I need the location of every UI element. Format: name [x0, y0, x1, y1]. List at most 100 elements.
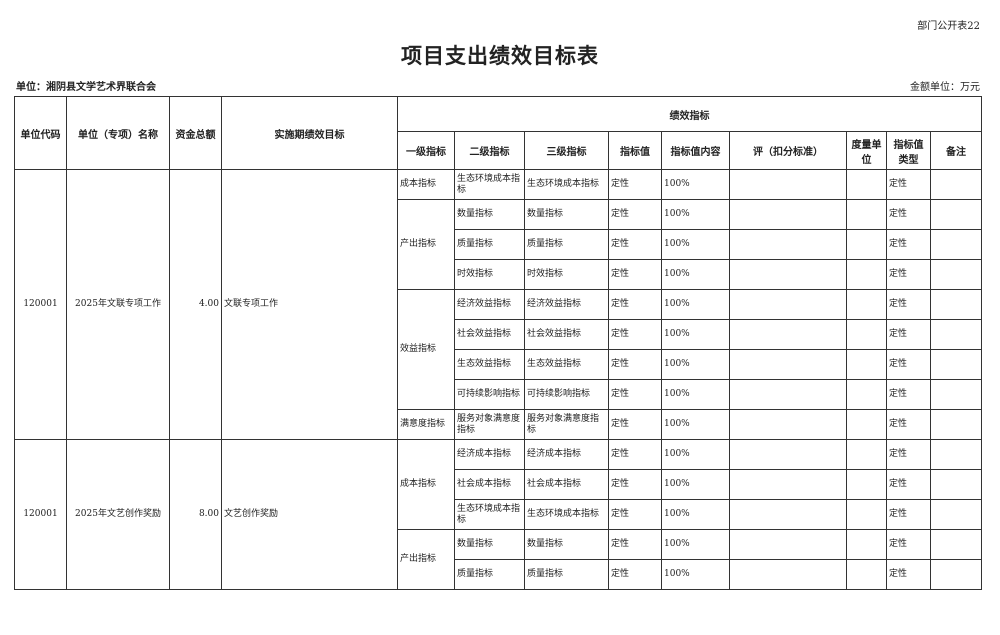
table-row: 120001 2025年文联专项工作 4.00 文联专项工作 成本指标 生态环境成本指标生…	[14, 169, 982, 440]
fund-total: 8.00	[169, 439, 222, 590]
table-row: 质量指标 质量指标 定性 100% 定性	[15, 229, 982, 260]
header-total: 资金总额	[169, 96, 222, 170]
scoring-criteria	[729, 259, 847, 290]
level2-indicator: 生态环境成本指标	[454, 499, 525, 530]
header-l1: 一级指标	[397, 131, 455, 170]
value-type: 定性	[886, 559, 931, 590]
value-type: 定性	[886, 319, 931, 350]
level3-indicator: 时效指标	[524, 259, 609, 290]
measure-unit	[846, 409, 887, 440]
level3-indicator: 生态环境成本指标	[524, 169, 609, 200]
scoring-criteria	[729, 169, 847, 200]
value-type: 定性	[886, 289, 931, 320]
indicator-value: 定性	[608, 319, 662, 350]
measure-unit	[846, 289, 887, 320]
level1-indicator: 成本指标	[397, 439, 455, 530]
header-vtype: 指标值类型	[886, 131, 931, 170]
project-name: 2025年文联专项工作	[66, 169, 170, 440]
project-name: 2025年文艺创作奖励	[66, 439, 170, 590]
measure-unit	[846, 439, 887, 470]
indicator-content: 100%	[661, 319, 730, 350]
measure-unit	[846, 559, 887, 590]
level3-indicator: 数量指标	[524, 199, 609, 230]
measure-unit	[846, 319, 887, 350]
indicator-value: 定性	[608, 199, 662, 230]
level2-indicator: 质量指标	[454, 559, 525, 590]
header-perf: 绩效指标	[397, 96, 982, 132]
header-measure: 度量单位	[846, 131, 887, 170]
table-row: 产出指标 数量指标 数量指标 定性 100% 定性	[15, 529, 982, 590]
unit-code: 120001	[14, 169, 67, 440]
indicator-value: 定性	[608, 229, 662, 260]
indicator-value: 定性	[608, 259, 662, 290]
measure-unit	[846, 379, 887, 410]
measure-unit	[846, 499, 887, 530]
remark	[930, 439, 982, 470]
table-row: 满意度指标 服务对象满意度指标 服务对象满意度指标 定性 100% 定性	[15, 409, 982, 440]
scoring-criteria	[729, 469, 847, 500]
form-number: 部门公开表22	[917, 21, 980, 32]
scoring-criteria	[729, 319, 847, 350]
value-type: 定性	[886, 349, 931, 380]
header-name: 单位（专项）名称	[66, 96, 170, 170]
remark	[930, 469, 982, 500]
table-row: 生态环境成本指标 生态环境成本指标 定性 100% 定性	[15, 499, 982, 530]
level3-indicator: 经济效益指标	[524, 289, 609, 320]
value-type: 定性	[886, 409, 931, 440]
header-note: 备注	[930, 131, 982, 170]
indicator-value: 定性	[608, 349, 662, 380]
value-type: 定性	[886, 529, 931, 560]
level2-indicator: 质量指标	[454, 229, 525, 260]
remark	[930, 529, 982, 560]
performance-goal: 文联专项工作	[221, 169, 398, 440]
remark	[930, 169, 982, 200]
indicator-content: 100%	[661, 379, 730, 410]
level2-indicator: 社会效益指标	[454, 319, 525, 350]
level3-indicator: 质量指标	[524, 229, 609, 260]
header-content: 指标值内容	[661, 131, 730, 170]
indicator-content: 100%	[661, 199, 730, 230]
level1-indicator: 满意度指标	[397, 409, 455, 440]
indicator-content: 100%	[661, 529, 730, 560]
indicator-value: 定性	[608, 169, 662, 200]
header-goal: 实施期绩效目标	[221, 96, 398, 170]
scoring-criteria	[729, 559, 847, 590]
level1-indicator: 效益指标	[397, 289, 455, 410]
level3-indicator: 社会成本指标	[524, 469, 609, 500]
indicator-value: 定性	[608, 559, 662, 590]
measure-unit	[846, 469, 887, 500]
indicator-value: 定性	[608, 529, 662, 560]
indicator-content: 100%	[661, 499, 730, 530]
scoring-criteria	[729, 229, 847, 260]
page-title: 项目支出绩效目标表	[401, 44, 599, 68]
level3-indicator: 社会效益指标	[524, 319, 609, 350]
level2-indicator: 时效指标	[454, 259, 525, 290]
value-type: 定性	[886, 229, 931, 260]
indicator-value: 定性	[608, 379, 662, 410]
value-type: 定性	[886, 439, 931, 470]
indicator-content: 100%	[661, 439, 730, 470]
remark	[930, 349, 982, 380]
scoring-criteria	[729, 439, 847, 470]
indicator-value: 定性	[608, 289, 662, 320]
indicator-content: 100%	[661, 229, 730, 260]
level1-indicator: 成本指标	[397, 169, 455, 200]
indicator-value: 定性	[608, 499, 662, 530]
value-type: 定性	[886, 199, 931, 230]
level3-indicator: 服务对象满意度指标	[524, 409, 609, 440]
value-type: 定性	[886, 169, 931, 200]
header-l2: 二级指标	[454, 131, 525, 170]
scoring-criteria	[729, 349, 847, 380]
level3-indicator: 生态环境成本指标	[524, 499, 609, 530]
remark	[930, 379, 982, 410]
remark	[930, 289, 982, 320]
scoring-criteria	[729, 199, 847, 230]
table-row: 时效指标 时效指标 定性 100% 定性	[15, 259, 982, 290]
indicator-content: 100%	[661, 259, 730, 290]
indicator-content: 100%	[661, 559, 730, 590]
scoring-criteria	[729, 289, 847, 320]
level2-indicator: 经济效益指标	[454, 289, 525, 320]
level2-indicator: 可持续影响指标	[454, 379, 525, 410]
remark	[930, 259, 982, 290]
